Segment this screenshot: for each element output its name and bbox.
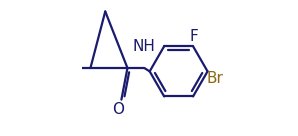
- Text: O: O: [112, 102, 124, 117]
- Text: NH: NH: [132, 39, 155, 54]
- Text: Br: Br: [207, 71, 224, 86]
- Text: F: F: [190, 29, 198, 44]
